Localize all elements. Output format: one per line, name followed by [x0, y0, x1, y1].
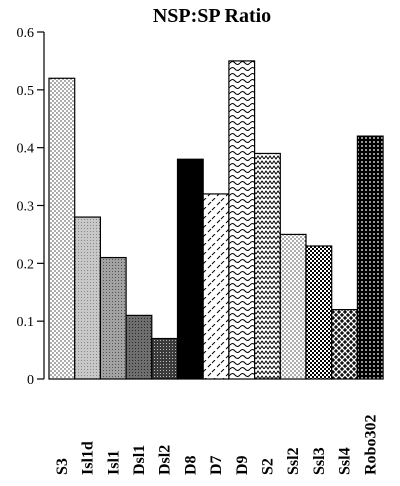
category-labels: S3 Isl1d Isl1 Dsl1 Dsl2 D8 D7 D9 S2 Ssl2 Ssl3 Ssl4 R… — [54, 415, 379, 475]
bar-isl1d — [74, 216, 101, 380]
y-tick-label: 0.5 — [17, 84, 35, 99]
bar-ssl2 — [279, 233, 307, 380]
category-label: Robo302 — [362, 415, 379, 475]
category-label: D8 — [182, 455, 199, 475]
bar-d8 — [176, 158, 204, 380]
y-tick-label: 0.4 — [17, 142, 35, 157]
bar-isl1 — [99, 256, 127, 380]
bar-ssl4 — [331, 309, 359, 380]
category-label: Ssl3 — [311, 447, 328, 475]
bar-robo302 — [356, 135, 384, 380]
bar-d9 — [228, 60, 256, 380]
bar-d7 — [202, 193, 230, 380]
bar-s3 — [48, 77, 76, 380]
category-label: S3 — [54, 458, 71, 475]
category-label: Isl1d — [80, 441, 97, 475]
bars — [48, 60, 384, 380]
bar-s2 — [254, 152, 281, 380]
bar-ssl3 — [305, 245, 333, 380]
category-label: D7 — [208, 455, 225, 475]
category-label: Dsl2 — [157, 445, 174, 475]
category-label: Dsl1 — [131, 445, 148, 475]
category-label: S2 — [259, 458, 276, 475]
y-tick-label: 0.6 — [17, 26, 35, 41]
category-label: D9 — [234, 455, 251, 475]
chart-title: NSP:SP Ratio — [153, 5, 271, 27]
y-tick-label: 0 — [27, 373, 34, 388]
bar-dsl1 — [125, 314, 153, 380]
category-label: Ssl2 — [285, 447, 302, 475]
category-label: Isl1 — [105, 450, 122, 475]
bar-dsl2 — [151, 337, 179, 380]
y-tick-label: 0.2 — [17, 257, 35, 272]
y-tick-label: 0.3 — [17, 200, 35, 215]
category-label: Ssl4 — [337, 447, 354, 475]
y-tick-label: 0.1 — [17, 315, 35, 330]
y-axis: 0 0.1 0.2 0.3 0.4 0.5 0.6 — [17, 26, 45, 388]
